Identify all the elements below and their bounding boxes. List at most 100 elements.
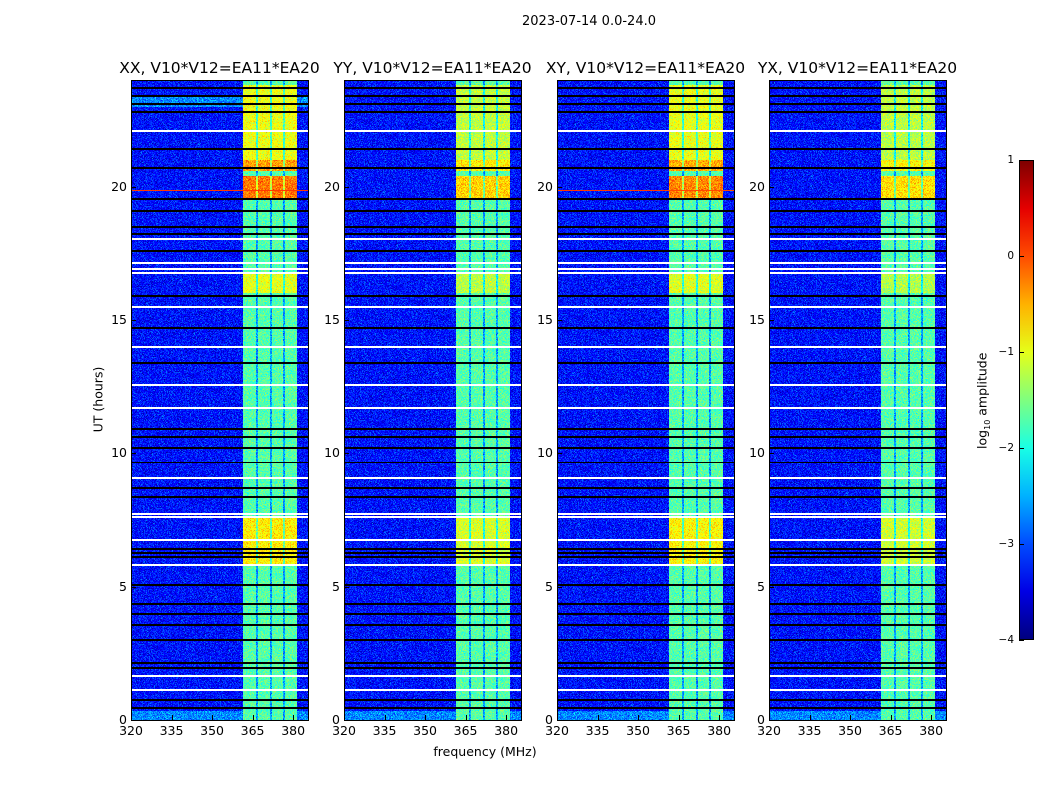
y-tick-label: 0 — [119, 712, 127, 727]
y-tick-mark — [131, 186, 136, 188]
y-tick-mark — [557, 720, 562, 721]
x-tick-mark — [384, 715, 386, 720]
y-tick-label: 15 — [324, 312, 340, 327]
x-tick-mark — [809, 715, 811, 720]
x-tick-mark — [293, 715, 295, 720]
colorbar-tick-mark — [1019, 640, 1024, 641]
x-tick-mark — [131, 715, 132, 720]
y-tick-mark — [557, 453, 562, 455]
y-tick-mark — [344, 186, 349, 188]
y-tick-label: 15 — [749, 312, 765, 327]
x-tick-label: 320 — [757, 723, 781, 738]
x-tick-label: 365 — [666, 723, 691, 738]
x-tick-mark — [890, 715, 892, 720]
x-tick-mark — [506, 715, 508, 720]
colorbar-tick-mark — [1019, 448, 1024, 449]
heatmap-yy — [344, 80, 521, 720]
x-tick-label: 365 — [453, 723, 478, 738]
colorbar-tick-label: 0 — [1007, 250, 1014, 262]
x-tick-label: 350 — [200, 723, 224, 738]
x-tick-mark — [425, 715, 427, 720]
y-tick-label: 20 — [111, 178, 127, 194]
y-tick-label: 0 — [545, 712, 553, 727]
y-tick-label: 10 — [111, 445, 127, 461]
y-tick-label: 5 — [119, 578, 127, 594]
y-tick-label: 0 — [757, 712, 765, 727]
panel-title-yy: YY, V10*V12=EA11*EA20 — [333, 59, 532, 77]
colorbar-tick-mark — [1019, 352, 1024, 353]
y-tick-label: 15 — [537, 312, 553, 327]
x-tick-mark — [769, 715, 770, 720]
x-tick-mark — [465, 715, 467, 720]
y-tick-mark — [131, 586, 136, 588]
x-tick-mark — [597, 715, 599, 720]
y-tick-label: 15 — [111, 312, 127, 327]
x-tick-label: 380 — [494, 723, 519, 738]
x-tick-label: 320 — [332, 723, 356, 738]
x-tick-mark — [931, 715, 933, 720]
x-tick-label: 335 — [585, 723, 610, 738]
x-axis-label: frequency (MHz) — [433, 744, 537, 759]
colorbar-tick-mark — [1019, 160, 1024, 161]
colorbar-tick-mark — [1019, 544, 1024, 545]
panel-title-xx: XX, V10*V12=EA11*EA20 — [119, 59, 320, 77]
x-tick-label: 380 — [707, 723, 732, 738]
x-tick-label: 350 — [413, 723, 437, 738]
x-tick-label: 380 — [281, 723, 306, 738]
colorbar-tick-label: 1 — [1007, 154, 1014, 166]
y-tick-mark — [769, 453, 774, 455]
y-tick-mark — [131, 720, 136, 721]
panel-title-yx: YX, V10*V12=EA11*EA20 — [757, 59, 958, 77]
y-tick-label: 20 — [749, 178, 765, 194]
x-tick-label: 335 — [797, 723, 822, 738]
x-tick-mark — [850, 715, 852, 720]
figure-title: 2023-07-14 0.0-24.0 — [522, 14, 656, 29]
y-tick-label: 5 — [757, 578, 765, 594]
y-tick-label: 20 — [324, 178, 340, 194]
x-tick-label: 320 — [119, 723, 143, 738]
colorbar-tick-mark — [1019, 256, 1024, 257]
y-tick-mark — [131, 453, 136, 455]
x-tick-mark — [638, 715, 640, 720]
colorbar-tick-label: −3 — [998, 538, 1014, 550]
y-tick-mark — [769, 186, 774, 188]
y-tick-mark — [344, 320, 349, 321]
colorbar-tick-label: −2 — [998, 442, 1014, 454]
y-tick-mark — [557, 320, 562, 321]
y-tick-label: 0 — [332, 712, 340, 727]
x-tick-mark — [212, 715, 214, 720]
x-tick-label: 335 — [372, 723, 397, 738]
y-tick-mark — [344, 453, 349, 455]
y-tick-mark — [769, 586, 774, 588]
y-tick-mark — [769, 720, 774, 721]
x-tick-label: 365 — [878, 723, 903, 738]
y-tick-mark — [131, 320, 136, 321]
y-tick-mark — [344, 720, 349, 721]
y-tick-mark — [557, 586, 562, 588]
x-tick-mark — [678, 715, 680, 720]
x-tick-label: 335 — [159, 723, 184, 738]
x-tick-mark — [557, 715, 558, 720]
x-tick-mark — [252, 715, 254, 720]
heatmap-yx — [769, 80, 946, 720]
x-tick-mark — [719, 715, 721, 720]
x-tick-mark — [171, 715, 173, 720]
x-tick-label: 320 — [545, 723, 569, 738]
x-tick-label: 380 — [919, 723, 944, 738]
y-tick-label: 10 — [537, 445, 553, 461]
y-tick-mark — [344, 586, 349, 588]
y-axis-label: UT (hours) — [90, 366, 106, 433]
colorbar-tick-label: −1 — [998, 346, 1014, 358]
y-tick-label: 10 — [749, 445, 765, 461]
panel-title-xy: XY, V10*V12=EA11*EA20 — [545, 59, 746, 77]
x-tick-label: 350 — [838, 723, 862, 738]
heatmap-xx — [131, 80, 308, 720]
y-tick-mark — [557, 186, 562, 188]
x-tick-label: 350 — [626, 723, 650, 738]
y-tick-label: 5 — [332, 578, 340, 594]
x-tick-label: 365 — [240, 723, 265, 738]
heatmap-xy — [557, 80, 734, 720]
y-tick-mark — [769, 320, 774, 321]
y-tick-label: 5 — [545, 578, 553, 594]
